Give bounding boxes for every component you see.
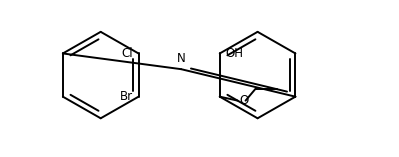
Text: Br: Br [120, 90, 133, 103]
Text: OH: OH [225, 47, 243, 60]
Text: O: O [240, 94, 249, 107]
Text: Cl: Cl [121, 47, 133, 60]
Text: N: N [177, 52, 186, 65]
